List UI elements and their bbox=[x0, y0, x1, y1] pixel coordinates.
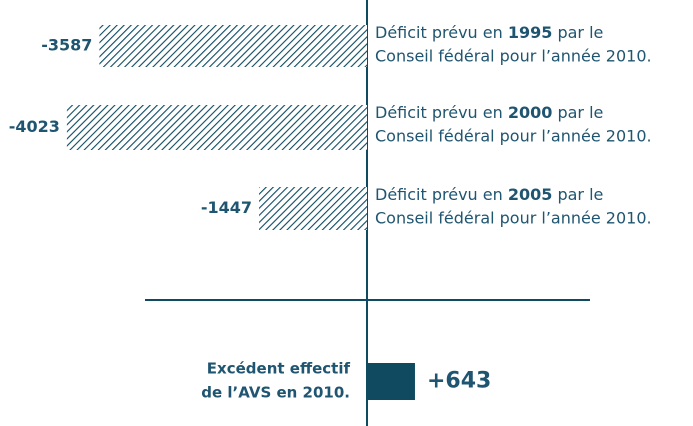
value-label: -1447 bbox=[201, 198, 252, 217]
bar bbox=[259, 187, 367, 230]
annotation-year: 2000 bbox=[508, 103, 553, 122]
annotation-year: 1995 bbox=[508, 23, 553, 42]
bar-annotation: Déficit prévu en 2005 par le bbox=[375, 185, 603, 204]
value-label: -4023 bbox=[9, 117, 60, 136]
bar-annotation: Déficit prévu en 2000 par le bbox=[375, 103, 603, 122]
bar-label: Excédent effectif bbox=[207, 360, 351, 378]
annotation-year: 2005 bbox=[508, 185, 553, 204]
annotation-text: Déficit prévu en bbox=[375, 23, 508, 42]
annotation-text: par le bbox=[552, 185, 603, 204]
bar bbox=[66, 105, 367, 150]
bar-annotation: Conseil fédéral pour l’année 2010. bbox=[375, 127, 652, 146]
value-label: -3587 bbox=[41, 36, 92, 55]
annotation-text: Déficit prévu en bbox=[375, 185, 508, 204]
bar-label: de l’AVS en 2010. bbox=[201, 384, 350, 402]
bar-annotation: Conseil fédéral pour l’année 2010. bbox=[375, 47, 652, 66]
bar bbox=[99, 25, 368, 67]
bar-annotation: Conseil fédéral pour l’année 2010. bbox=[375, 209, 652, 228]
annotation-text: par le bbox=[552, 103, 603, 122]
bar bbox=[367, 363, 415, 400]
annotation-text: par le bbox=[552, 23, 603, 42]
value-label: +643 bbox=[427, 369, 491, 394]
annotation-text: Déficit prévu en bbox=[375, 103, 508, 122]
bar-annotation: Déficit prévu en 1995 par le bbox=[375, 23, 603, 42]
